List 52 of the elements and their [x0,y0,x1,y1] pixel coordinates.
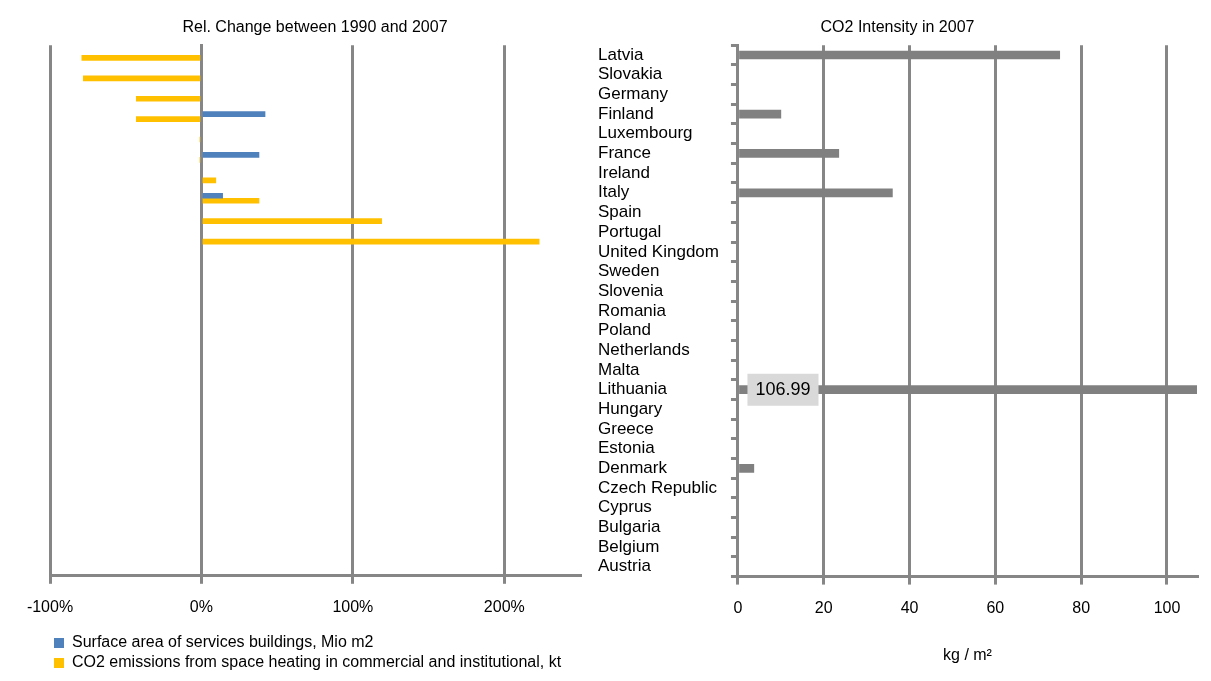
chart-title: Rel. Change between 1990 and 2007 [182,18,448,36]
bar [202,218,382,224]
x-tick-label: 20 [814,598,833,616]
y-tick-label: Spain [598,202,642,222]
y-tick-label: Estonia [598,438,656,458]
y-tick-label: Bulgaria [598,517,661,537]
bar [202,192,223,199]
data-label: 106.99 [755,378,811,399]
y-tick-label: Austria [598,556,652,576]
chart-title: CO2 Intensity in 2007 [820,18,975,36]
y-tick-label: Slovenia [598,280,664,300]
y-tick-label: Italy [598,182,630,202]
bar [135,95,201,102]
x-axis-title: kg / m² [943,645,993,663]
x-tick-label: -100% [26,597,74,615]
x-tick-label: 100 [1153,598,1181,616]
y-tick-label: Belgium [598,536,660,556]
y-tick-label: Finland [598,103,654,123]
y-tick-label: Hungary [598,398,663,418]
x-tick-label: 40 [900,598,919,616]
x-tick-label: 0 [733,598,743,616]
x-tick-label: 100% [332,597,374,615]
x-tick-label: 80 [1072,598,1091,616]
y-tick-label: France [598,143,651,163]
y-tick-label: Czech Republic [598,477,718,497]
y-tick-label: Slovakia [598,64,663,84]
y-tick-label: Denmark [598,458,668,478]
y-tick-label: Latvia [598,44,644,64]
y-tick-label: Greece [598,418,654,438]
y-tick-label: Sweden [598,261,660,281]
x-tick-label: 0% [189,597,213,615]
y-tick-label: Malta [598,359,641,379]
y-tick-label: Netherlands [598,339,690,359]
y-tick-label: Portugal [598,221,662,241]
y-tick-label: Poland [598,320,651,340]
y-tick-label: Luxembourg [598,123,693,143]
x-tick-label: 200% [483,597,525,615]
bar [202,152,260,158]
y-tick-label: United Kingdom [598,241,719,261]
y-tick-label: Romania [598,300,667,320]
y-tick-label: Lithuania [598,379,668,399]
x-tick-label: 60 [986,598,1005,616]
bar [81,55,201,61]
bar [202,111,266,117]
y-tick-label: Ireland [598,162,650,182]
bar [135,116,201,122]
y-tick-label: Germany [598,84,669,104]
bar [82,75,201,82]
y-tick-label: Cyprus [598,497,652,517]
legend-label: Surface area of services buildings, Mio m2 [72,633,374,651]
bar [202,197,260,204]
legend-label: CO2 emissions from space heating in commercial and institutional, kt [72,653,562,671]
